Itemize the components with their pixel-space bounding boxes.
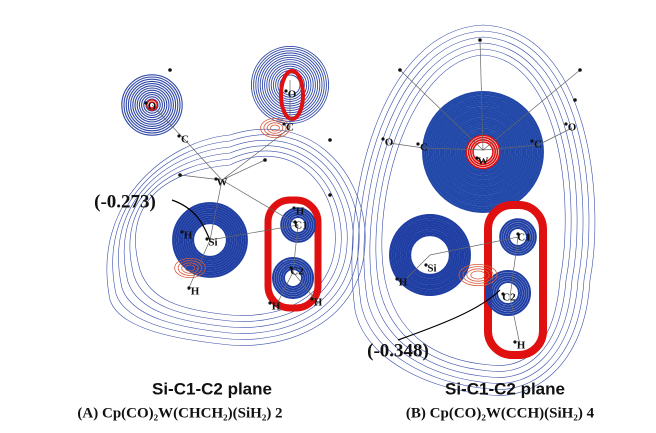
atom-label: C1 xyxy=(517,232,530,244)
atom-label: H xyxy=(296,206,305,218)
annotation: (-0.348) xyxy=(367,340,429,361)
caption: (B) Cp(CO)₂W(CCH)(SiH₂) 4 xyxy=(406,405,595,421)
atom-label: C2 xyxy=(502,292,516,304)
ring-dot xyxy=(328,138,332,142)
atom-label: Si xyxy=(427,263,436,275)
atom-label: C xyxy=(420,142,428,154)
contour-ring xyxy=(271,125,280,131)
atom-label: H xyxy=(184,230,193,242)
atom-label: C1 xyxy=(294,220,307,232)
ring-dot xyxy=(168,68,172,72)
atom-label: C xyxy=(181,134,189,146)
figure: O O C C W Si H H C1 C2 H H H O O C C W Si H C1 C2 H (-0.273) (-0… xyxy=(0,0,656,433)
annotation: (-0.273) xyxy=(94,191,156,212)
atom-label: C2 xyxy=(290,266,304,278)
contour-ring xyxy=(471,271,485,279)
atom-label: W xyxy=(478,156,489,168)
plane-label: Si-C1-C2 plane xyxy=(152,379,272,398)
ring-dot xyxy=(398,68,402,72)
atom-label: O xyxy=(568,122,577,134)
atom-label: C xyxy=(286,122,294,134)
atom-label: H xyxy=(191,286,200,298)
atom-label: C xyxy=(534,139,542,151)
plane-label: Si-C1-C2 plane xyxy=(445,379,565,398)
contour-ring xyxy=(461,130,506,175)
atom-label: O xyxy=(385,137,394,149)
atom-label: Si xyxy=(208,237,217,249)
atom-label: H xyxy=(272,301,281,313)
atom-label: H xyxy=(314,297,323,309)
atom-label: H xyxy=(517,340,526,352)
caption: (A) Cp(CO)₂W(CHCH₂)(SiH₂) 2 xyxy=(77,405,282,421)
ring-dot xyxy=(478,38,482,42)
atom-label: O xyxy=(148,101,157,113)
contour-ring xyxy=(267,123,283,133)
ring-dot xyxy=(263,158,267,162)
atom-label: H xyxy=(399,277,408,289)
ring-dot xyxy=(178,173,182,177)
ring-dot xyxy=(328,193,332,197)
atom-label: W xyxy=(217,177,228,189)
ring-dot xyxy=(578,68,582,72)
atom-label: O xyxy=(288,89,297,101)
ring-dot xyxy=(573,98,577,102)
